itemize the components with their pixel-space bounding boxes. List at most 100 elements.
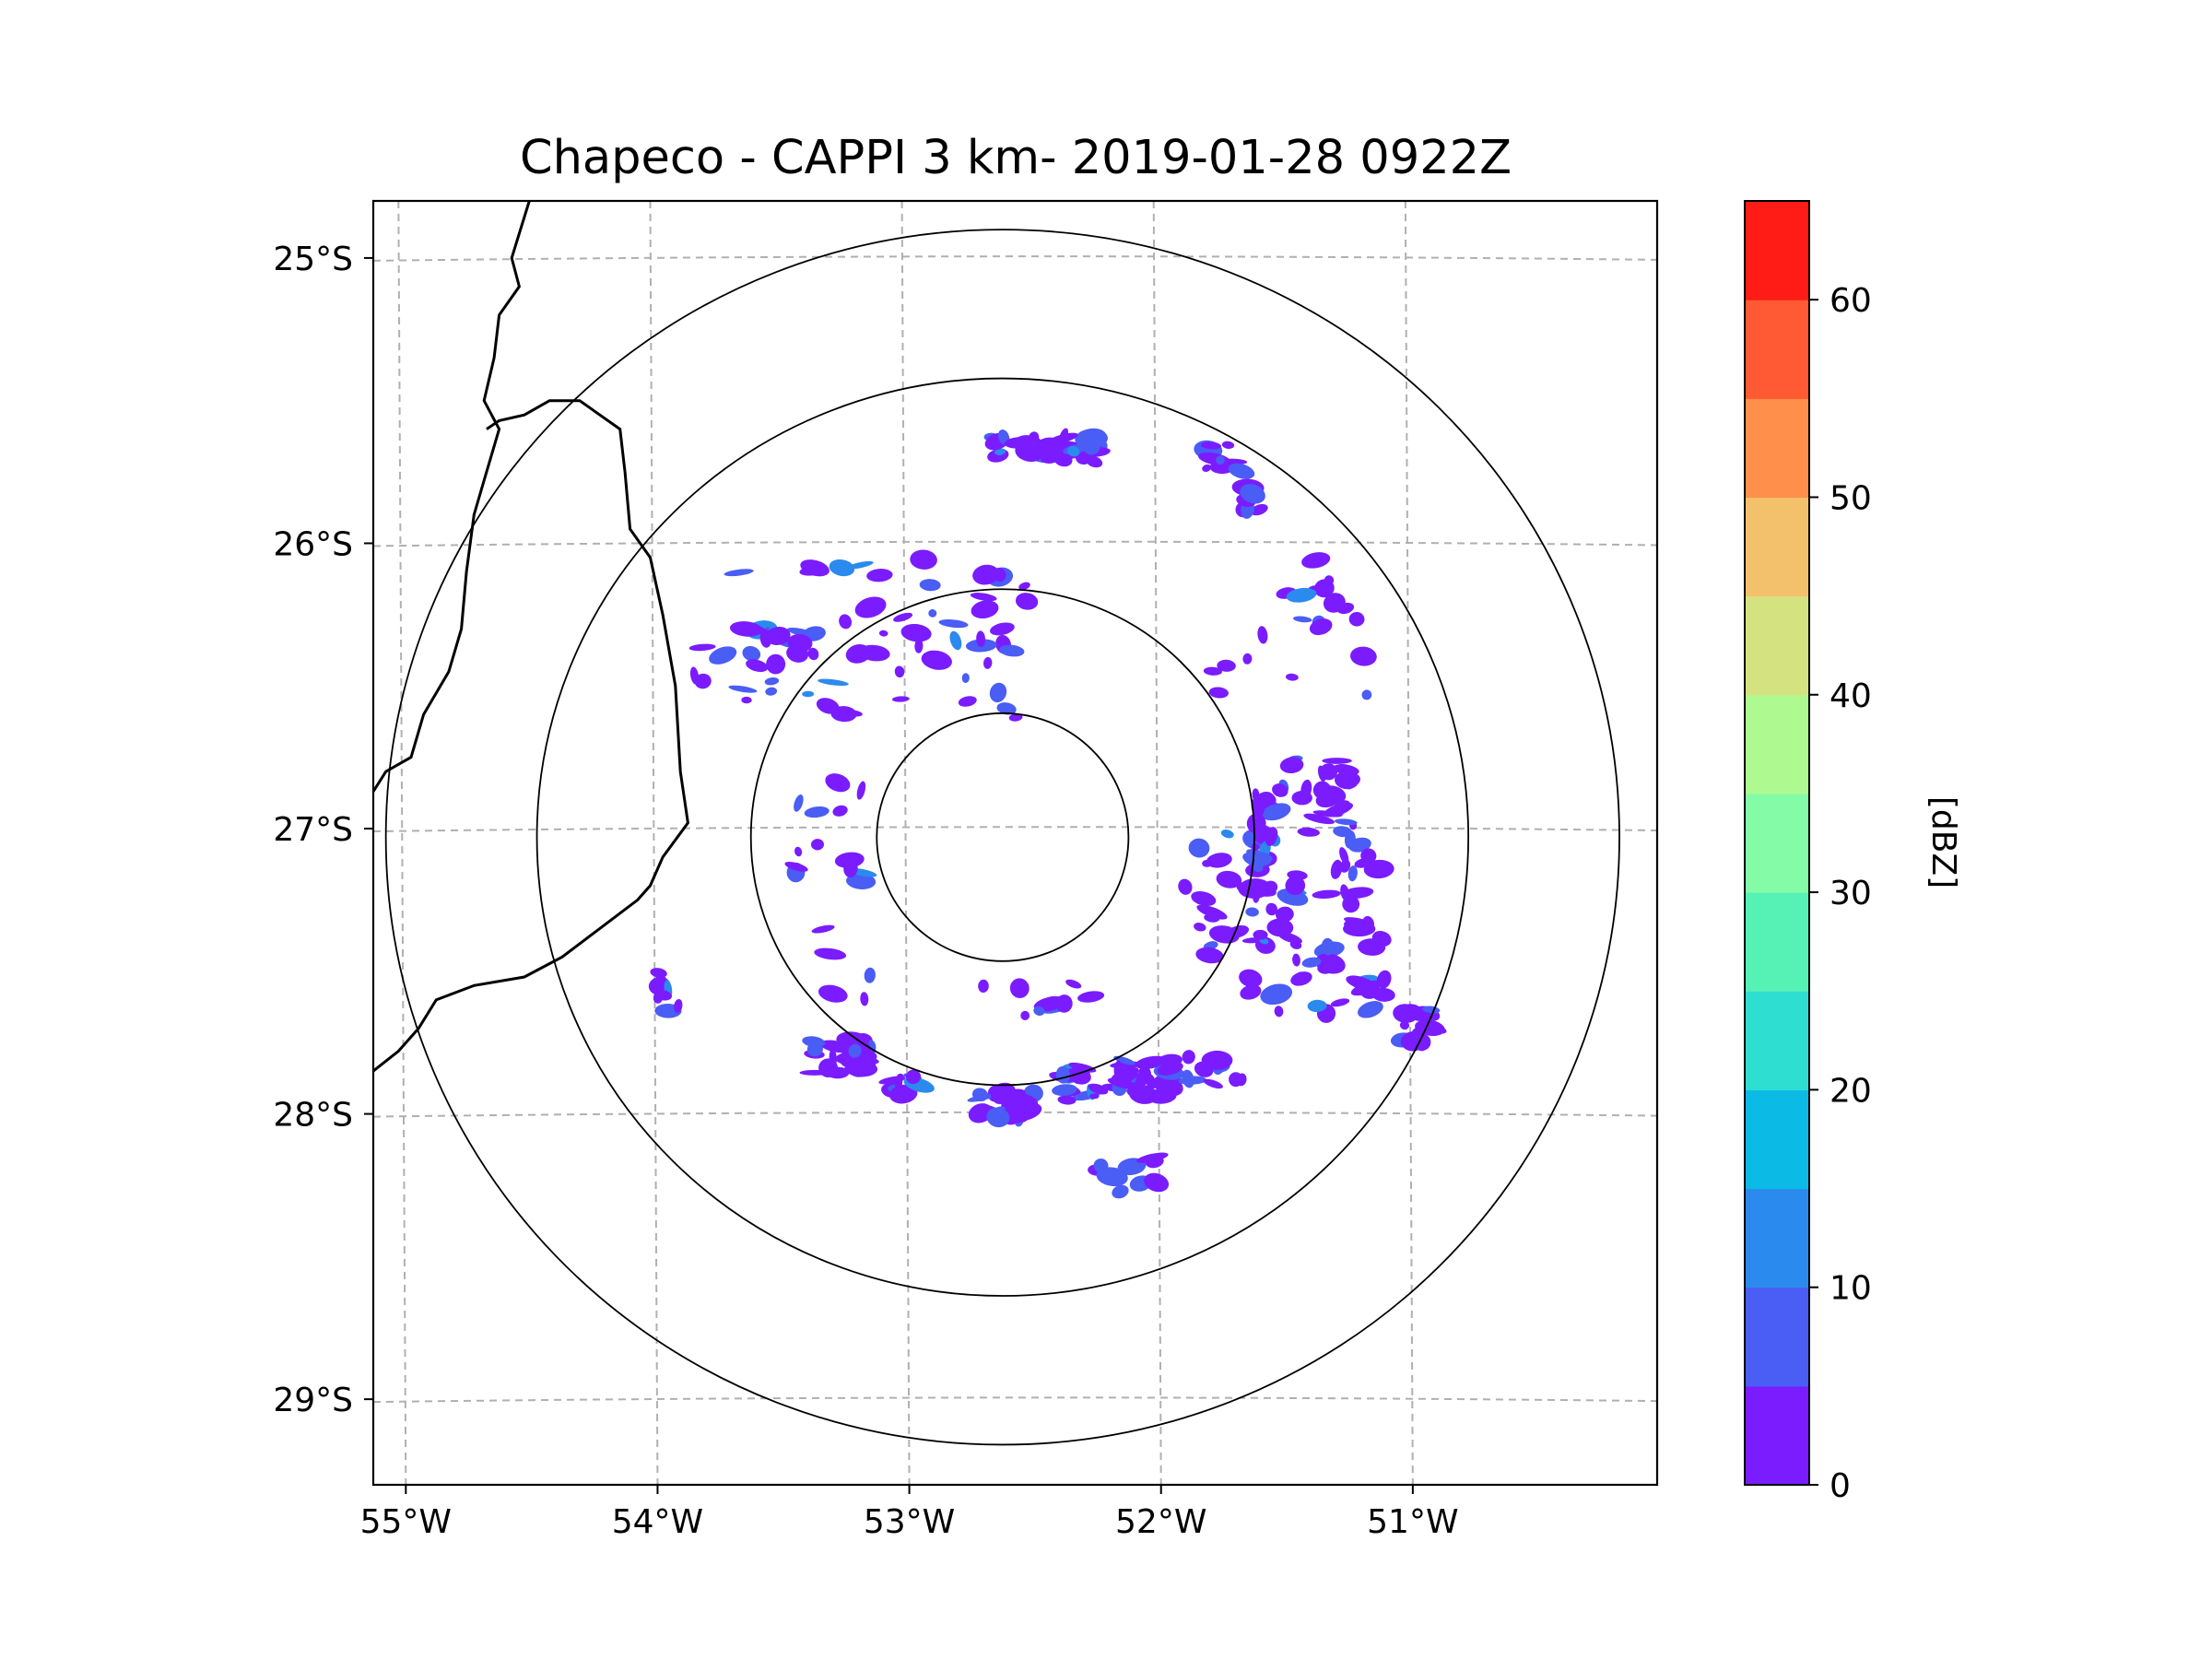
echo-speck [900,623,932,642]
echo-speck [802,1036,826,1048]
colorbar-segment [1745,300,1809,399]
echo-speck [1301,552,1331,569]
echo-speck [1339,847,1349,865]
echo-speck [728,685,758,693]
echo-speck [832,805,848,817]
echo-speck [1330,998,1350,1007]
colorbar-segment [1745,793,1809,893]
echo-speck [1144,1172,1170,1193]
colorbar-segment [1745,694,1809,794]
echo-speck [1253,863,1264,873]
colorbar-tick-label: 20 [1830,1072,1872,1110]
echo-speck [1309,618,1333,636]
echo-speck [1250,503,1268,516]
echo-speck [1034,437,1062,458]
colorbar-tick-label: 10 [1830,1270,1872,1308]
echo-speck [1113,1055,1135,1065]
echo-speck [1203,1078,1223,1089]
echo-speck [829,559,855,577]
echo-speck [1340,773,1348,787]
echo-speck [958,696,977,707]
meridian-line [1152,201,1162,1485]
colorbar-segment [1745,398,1809,499]
echo-speck [982,656,993,669]
range-rings [384,229,1620,1446]
echo-speck [1323,593,1346,613]
graticule [373,201,1657,1485]
echo-speck [1217,659,1236,672]
echo-speck [1246,813,1266,834]
echo-speck [1315,791,1340,808]
echo-speck [1018,582,1030,591]
y-axis-ticks: 25°S 26°S 27°S 28°S 29°S [273,241,373,1419]
echo-speck [1239,969,1263,988]
echo-speck [1135,1152,1169,1163]
echo-speck [1291,791,1312,806]
echo-speck [1053,452,1073,467]
echo-speck [1201,1050,1233,1070]
echo-speck [1321,937,1335,956]
echo-speck [794,794,804,812]
echo-speck [996,702,1017,715]
echo-speck [1260,983,1293,1006]
echo-speck [1065,979,1082,989]
echo-speck [1216,455,1225,465]
echo-speck [655,975,666,982]
colorbar [1744,200,1810,1486]
echo-speck [1019,1101,1030,1110]
echo-speck [1200,441,1222,450]
echo-speck [1266,918,1294,937]
x-tick-label: 52°W [1115,1503,1206,1541]
echo-speck [1251,796,1265,818]
echo-speck [949,630,962,651]
echo-speck [1276,906,1294,923]
echo-speck [866,569,893,582]
range-ring [876,712,1130,962]
meridian-line [900,201,911,1485]
echo-speck [1052,1084,1077,1096]
radar-echoes [648,428,1447,1199]
echo-speck [1224,879,1239,887]
colorbar-tick-label: 30 [1830,875,1872,912]
echo-speck [938,619,969,629]
echo-speck [989,682,1007,703]
echo-speck [971,1088,989,1102]
echo-speck [830,706,857,723]
echo-speck [1093,1158,1109,1173]
echo-speck [1202,464,1212,472]
echo-speck [794,846,803,857]
colorbar-segment [1745,1287,1809,1387]
x-tick-label: 51°W [1367,1503,1458,1541]
echo-speck [688,643,716,652]
map-frame [371,199,1659,1487]
echo-speck [765,687,778,696]
echo-speck [1191,890,1217,907]
echo-speck [1242,653,1253,665]
echo-speck [1340,884,1350,901]
echo-speck [843,858,858,878]
echo-speck [860,992,869,1006]
echo-speck [961,673,970,683]
echo-speck [1330,859,1343,879]
echo-speck [1334,818,1358,826]
colorbar-label: [dBZ] [1924,796,1962,888]
echo-speck [746,659,769,673]
echo-speck [1371,931,1392,947]
echo-speck [846,560,874,570]
echo-speck [787,633,813,653]
echo-speck [990,622,1015,636]
echo-speck [976,630,986,647]
echo-speck [1083,440,1100,455]
echo-speck [892,696,910,702]
echo-speck [864,967,876,983]
colorbar-tick-label: 0 [1830,1467,1851,1505]
echo-speck [1126,1087,1159,1100]
colorbar-segment [1745,1188,1809,1288]
echo-speck [1196,904,1228,920]
echo-speck [1376,970,1392,989]
echo-speck [1195,947,1224,964]
echo-speck [1157,1062,1183,1076]
echo-speck [811,839,824,851]
echo-speck [893,612,913,622]
echo-speck [928,608,937,618]
